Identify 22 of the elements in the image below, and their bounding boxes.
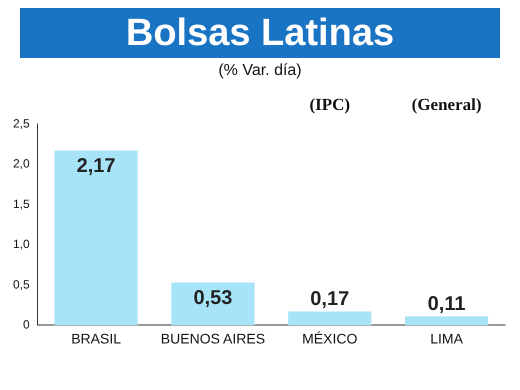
data-label: 0,11 [428, 292, 466, 315]
y-tick-label: 1,5 [12, 196, 30, 211]
y-tick-label: 2,5 [12, 116, 30, 130]
x-tick-label: MÉXICO [302, 330, 358, 346]
y-tick-label: 0,5 [12, 277, 30, 292]
bar [404, 316, 488, 326]
y-tick-label: 1,0 [12, 237, 30, 252]
text: (General) [412, 94, 482, 114]
y-tick-label: 2,0 [12, 156, 30, 171]
text: (IPC) [309, 94, 350, 114]
data-label: 0,17 [310, 288, 350, 310]
bar [54, 150, 138, 326]
y-tick-label: 0 [22, 318, 30, 332]
data-label: 0,53 [193, 287, 232, 310]
chart-subtitle: (% Var. día) [217, 62, 303, 80]
data-label: 2,17 [76, 155, 116, 178]
x-tick-label: BRASIL [71, 330, 122, 346]
x-tick-label: BUENOS AIRES [160, 330, 266, 346]
chart-title: Bolsas Latinas [20, 8, 500, 58]
bar [171, 282, 255, 326]
bar [288, 312, 372, 326]
x-tick-label: LIMA [430, 330, 464, 346]
